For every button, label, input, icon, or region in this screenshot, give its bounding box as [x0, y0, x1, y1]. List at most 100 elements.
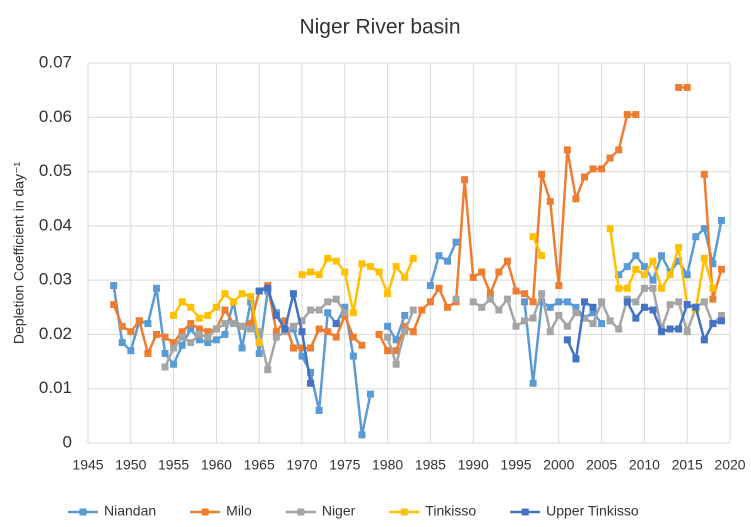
data-point	[418, 306, 426, 314]
x-tick-label: 1960	[201, 457, 232, 473]
data-point	[384, 333, 392, 341]
data-point	[118, 322, 126, 330]
data-point	[221, 330, 229, 338]
legend-marker	[400, 508, 408, 516]
data-point	[144, 320, 152, 328]
data-point	[212, 303, 220, 311]
data-point	[324, 254, 332, 262]
data-point	[255, 328, 263, 336]
data-point	[281, 325, 289, 333]
data-point	[375, 330, 383, 338]
data-point	[606, 317, 614, 325]
data-point	[178, 341, 186, 349]
data-point	[555, 282, 563, 290]
data-point	[315, 325, 323, 333]
y-tick-label: 0.07	[39, 52, 72, 71]
data-point	[623, 298, 631, 306]
y-tick-label: 0.05	[39, 161, 72, 180]
x-tick-label: 1950	[115, 457, 146, 473]
data-point	[135, 317, 143, 325]
data-point	[298, 344, 306, 352]
data-point	[589, 309, 597, 317]
data-point	[409, 254, 417, 262]
data-point	[289, 344, 297, 352]
data-point	[298, 317, 306, 325]
data-point	[683, 328, 691, 336]
data-point	[649, 306, 657, 314]
data-point	[538, 170, 546, 178]
y-tick-label: 0.06	[39, 107, 72, 126]
data-point	[640, 303, 648, 311]
data-point	[683, 271, 691, 279]
data-point	[692, 303, 700, 311]
data-point	[538, 252, 546, 260]
data-point	[401, 273, 409, 281]
data-point	[341, 309, 349, 317]
data-point	[700, 336, 708, 344]
data-point	[298, 328, 306, 336]
data-point	[152, 284, 160, 292]
data-point	[572, 355, 580, 363]
data-point	[187, 339, 195, 347]
data-point	[717, 265, 725, 273]
data-point	[392, 336, 400, 344]
data-point	[401, 311, 409, 319]
data-point	[623, 284, 631, 292]
data-point	[118, 339, 126, 347]
data-point	[529, 233, 537, 241]
data-point	[170, 360, 178, 368]
data-point	[127, 328, 135, 336]
data-point	[324, 309, 332, 317]
data-point	[649, 257, 657, 265]
data-point	[384, 290, 392, 298]
data-point	[212, 325, 220, 333]
data-point	[358, 431, 366, 439]
data-point	[307, 306, 315, 314]
data-point	[409, 328, 417, 336]
x-tick-label: 2000	[543, 457, 574, 473]
legend-marker	[521, 508, 529, 516]
data-point	[529, 298, 537, 306]
series-line	[112, 220, 723, 436]
data-point	[221, 320, 229, 328]
y-tick-label: 0.02	[39, 324, 72, 343]
data-point	[615, 284, 623, 292]
data-point	[358, 260, 366, 268]
data-point	[717, 216, 725, 224]
data-point	[709, 284, 717, 292]
x-tick-label: 1945	[72, 457, 103, 473]
legend-marker	[297, 508, 305, 516]
data-point	[658, 284, 666, 292]
data-point	[546, 328, 554, 336]
data-point	[717, 311, 725, 319]
data-point	[486, 295, 494, 303]
data-point	[401, 328, 409, 336]
data-point	[632, 298, 640, 306]
data-point	[170, 344, 178, 352]
data-point	[307, 379, 315, 387]
data-point	[658, 252, 666, 260]
data-point	[598, 165, 606, 173]
data-point	[598, 298, 606, 306]
data-point	[512, 287, 520, 295]
data-point	[187, 303, 195, 311]
data-point	[409, 306, 417, 314]
data-point	[332, 333, 340, 341]
data-point	[632, 265, 640, 273]
data-point	[495, 306, 503, 314]
data-point	[204, 311, 212, 319]
x-tick-label: 1980	[372, 457, 403, 473]
data-point	[384, 347, 392, 355]
y-tick-label: 0.04	[39, 215, 72, 234]
x-tick-label: 2015	[672, 457, 703, 473]
data-point	[281, 317, 289, 325]
data-point	[315, 271, 323, 279]
data-point	[469, 298, 477, 306]
data-point	[444, 257, 452, 265]
data-point	[521, 298, 529, 306]
data-point	[349, 333, 357, 341]
data-point	[580, 173, 588, 181]
data-point	[401, 322, 409, 330]
data-point	[640, 284, 648, 292]
data-point	[555, 298, 563, 306]
